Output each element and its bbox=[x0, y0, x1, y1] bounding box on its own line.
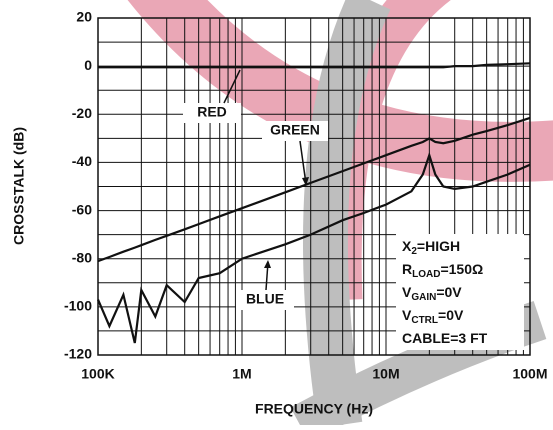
y-tick-label: -100 bbox=[64, 298, 92, 314]
x-tick-label: 1M bbox=[232, 366, 251, 382]
arrow bbox=[299, 140, 307, 185]
lines bbox=[96, 62, 531, 344]
series-label: GREEN bbox=[270, 122, 320, 138]
label-bg bbox=[183, 103, 241, 123]
arrowhead bbox=[302, 177, 309, 186]
condition-sub: 2 bbox=[411, 246, 417, 257]
x-tick-label: 100K bbox=[81, 366, 114, 382]
arrow bbox=[223, 69, 241, 104]
condition-main: CABLE=3 FT bbox=[402, 330, 488, 346]
y-tick-label: -40 bbox=[72, 153, 92, 169]
condition-rest: =0V bbox=[436, 284, 462, 300]
y-axis-title: CROSSTALK (dB) bbox=[11, 127, 27, 245]
series-line bbox=[98, 62, 531, 69]
condition-main: R bbox=[402, 261, 412, 277]
arrowhead bbox=[264, 260, 271, 268]
condition-text: CABLE=3 FT bbox=[402, 330, 488, 346]
condition-sub: LOAD bbox=[412, 269, 440, 280]
condition-text: VGAIN=0V bbox=[402, 284, 462, 303]
watermark-arc bbox=[302, 0, 391, 429]
series-line bbox=[96, 151, 531, 344]
y-tick-label: -20 bbox=[72, 105, 92, 121]
y-tick-label: -80 bbox=[72, 249, 92, 265]
condition-text: RLOAD=150Ω bbox=[402, 261, 483, 280]
series-line bbox=[97, 116, 531, 263]
condition-rest: =150Ω bbox=[440, 261, 483, 277]
condition-main: X bbox=[402, 238, 412, 254]
label-bg bbox=[236, 290, 294, 310]
x-axis-title: FREQUENCY (Hz) bbox=[255, 401, 373, 417]
condition-text: VCTRL=0V bbox=[402, 307, 464, 326]
label-bg bbox=[262, 121, 328, 141]
condition-rest: =0V bbox=[438, 307, 464, 323]
condition-main: V bbox=[402, 284, 412, 300]
condition-sub: GAIN bbox=[411, 292, 436, 303]
condition-sub: CTRL bbox=[411, 315, 438, 326]
y-tick-label: 0 bbox=[84, 57, 92, 73]
annotations: RED GREEN BLUE bbox=[183, 69, 524, 350]
x-tick-label: 100M bbox=[512, 366, 547, 382]
y-tick-label: 20 bbox=[76, 9, 92, 25]
condition-main: V bbox=[402, 307, 412, 323]
y-tick-label: -60 bbox=[72, 201, 92, 217]
series-label: RED bbox=[197, 104, 227, 120]
condition-rest: =HIGH bbox=[417, 238, 460, 254]
y-tick-label: -120 bbox=[64, 346, 92, 362]
x-tick-label: 10M bbox=[372, 366, 399, 382]
plot-frame bbox=[97, 17, 531, 356]
condition-text: X2=HIGH bbox=[402, 238, 460, 257]
conditions-bg bbox=[396, 234, 524, 350]
series-label: BLUE bbox=[246, 291, 284, 307]
